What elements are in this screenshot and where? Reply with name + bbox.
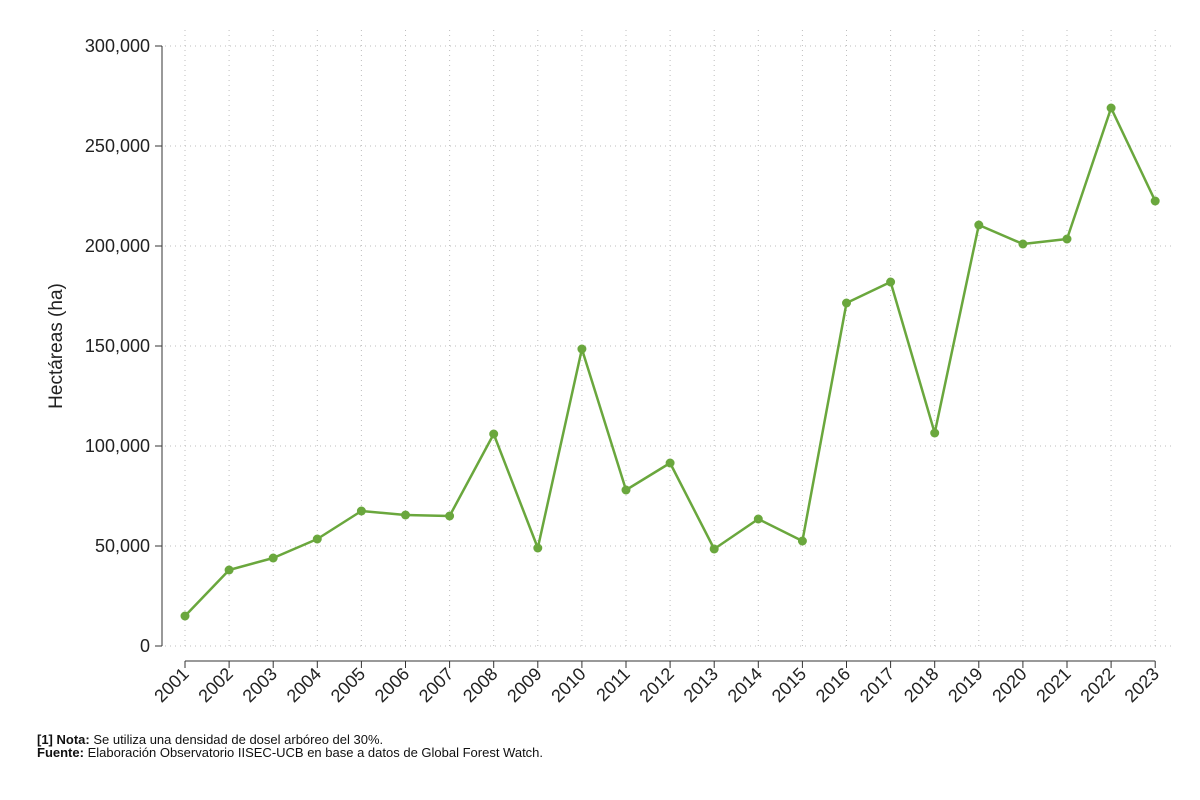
- data-point: [401, 510, 410, 520]
- x-tick-label: 2018: [900, 664, 942, 706]
- data-point: [224, 565, 234, 575]
- data-point: [577, 344, 587, 354]
- data-point: [621, 485, 631, 495]
- data-point: [797, 536, 807, 546]
- y-axis: 0 50,000 100,000 150,000 200,000 250,000 300,0…: [85, 36, 163, 656]
- x-tick-label: 2007: [415, 664, 457, 706]
- x-tick-label: 2006: [371, 664, 413, 706]
- x-tick-label: 2009: [503, 664, 545, 706]
- y-tick-label: 150,000: [85, 336, 150, 356]
- note-text: Se utiliza una densidad de dosel arbóreo…: [89, 732, 384, 747]
- data-point: [1150, 196, 1160, 206]
- x-tick-label: 2016: [812, 664, 854, 706]
- x-tick-label: 2023: [1121, 664, 1163, 706]
- grid-lines: [165, 30, 1175, 650]
- y-tick-label: 50,000: [95, 536, 150, 556]
- x-tick-label: 2003: [239, 664, 281, 706]
- data-point: [268, 553, 278, 563]
- data-point: [930, 428, 940, 438]
- data-point: [974, 220, 984, 230]
- data-point: [356, 506, 366, 516]
- source-label: Fuente:: [37, 745, 84, 760]
- x-tick-label: 2021: [1032, 664, 1074, 706]
- x-tick-label: 2020: [988, 664, 1030, 706]
- x-tick-label: 2004: [283, 664, 325, 706]
- data-point: [1106, 103, 1116, 113]
- x-tick-label: 2022: [1076, 664, 1118, 706]
- y-tick-label: 100,000: [85, 436, 150, 456]
- data-point: [1062, 234, 1072, 244]
- data-point: [1018, 239, 1028, 249]
- data-point: [842, 298, 851, 308]
- y-tick-label: 0: [140, 636, 150, 656]
- x-tick-label: 2013: [680, 664, 722, 706]
- x-tick-label: 2002: [194, 664, 236, 706]
- y-tick-label: 200,000: [85, 236, 150, 256]
- x-tick-label: 2001: [150, 664, 192, 706]
- data-point: [445, 511, 455, 521]
- x-tick-label: 2008: [459, 664, 501, 706]
- note-label: [1] Nota:: [37, 732, 90, 747]
- note-line: [1] Nota: Se utiliza una densidad de dos…: [37, 733, 543, 746]
- x-tick-label: 2019: [944, 664, 986, 706]
- data-point: [180, 611, 190, 621]
- series-line: [184, 106, 1157, 617]
- source-text: Elaboración Observatorio IISEC-UCB en ba…: [83, 745, 544, 760]
- y-axis-label: Hectáreas (ha): [46, 283, 67, 409]
- x-tick-label: 2005: [327, 664, 369, 706]
- x-tick-label: 2015: [768, 664, 810, 706]
- x-tick-label: 2012: [635, 664, 677, 706]
- data-point: [533, 543, 543, 553]
- y-tick-label: 250,000: [85, 136, 150, 156]
- data-point: [753, 514, 763, 524]
- y-tick-label: 300,000: [85, 36, 150, 56]
- x-tick-label: 2011: [592, 664, 634, 706]
- data-point: [886, 277, 896, 287]
- data-point: [489, 429, 499, 439]
- x-tick-label: 2014: [724, 664, 766, 706]
- line-chart: 0 50,000 100,000 150,000 200,000 250,000 300,0…: [46, 30, 1175, 706]
- data-point: [665, 458, 675, 468]
- data-point: [312, 534, 322, 544]
- x-tick-label: 2010: [547, 664, 589, 706]
- chart-notes: [1] Nota: Se utiliza una densidad de dos…: [37, 733, 543, 759]
- series-line-group: [180, 103, 1160, 621]
- x-tick-label: 2017: [856, 664, 898, 706]
- source-line: Fuente: Elaboración Observatorio IISEC-U…: [37, 746, 543, 759]
- x-axis: 2001 2002 2003 2004 2005 2006 2007 2008 2009 2010…: [150, 660, 1163, 706]
- data-point: [709, 544, 719, 554]
